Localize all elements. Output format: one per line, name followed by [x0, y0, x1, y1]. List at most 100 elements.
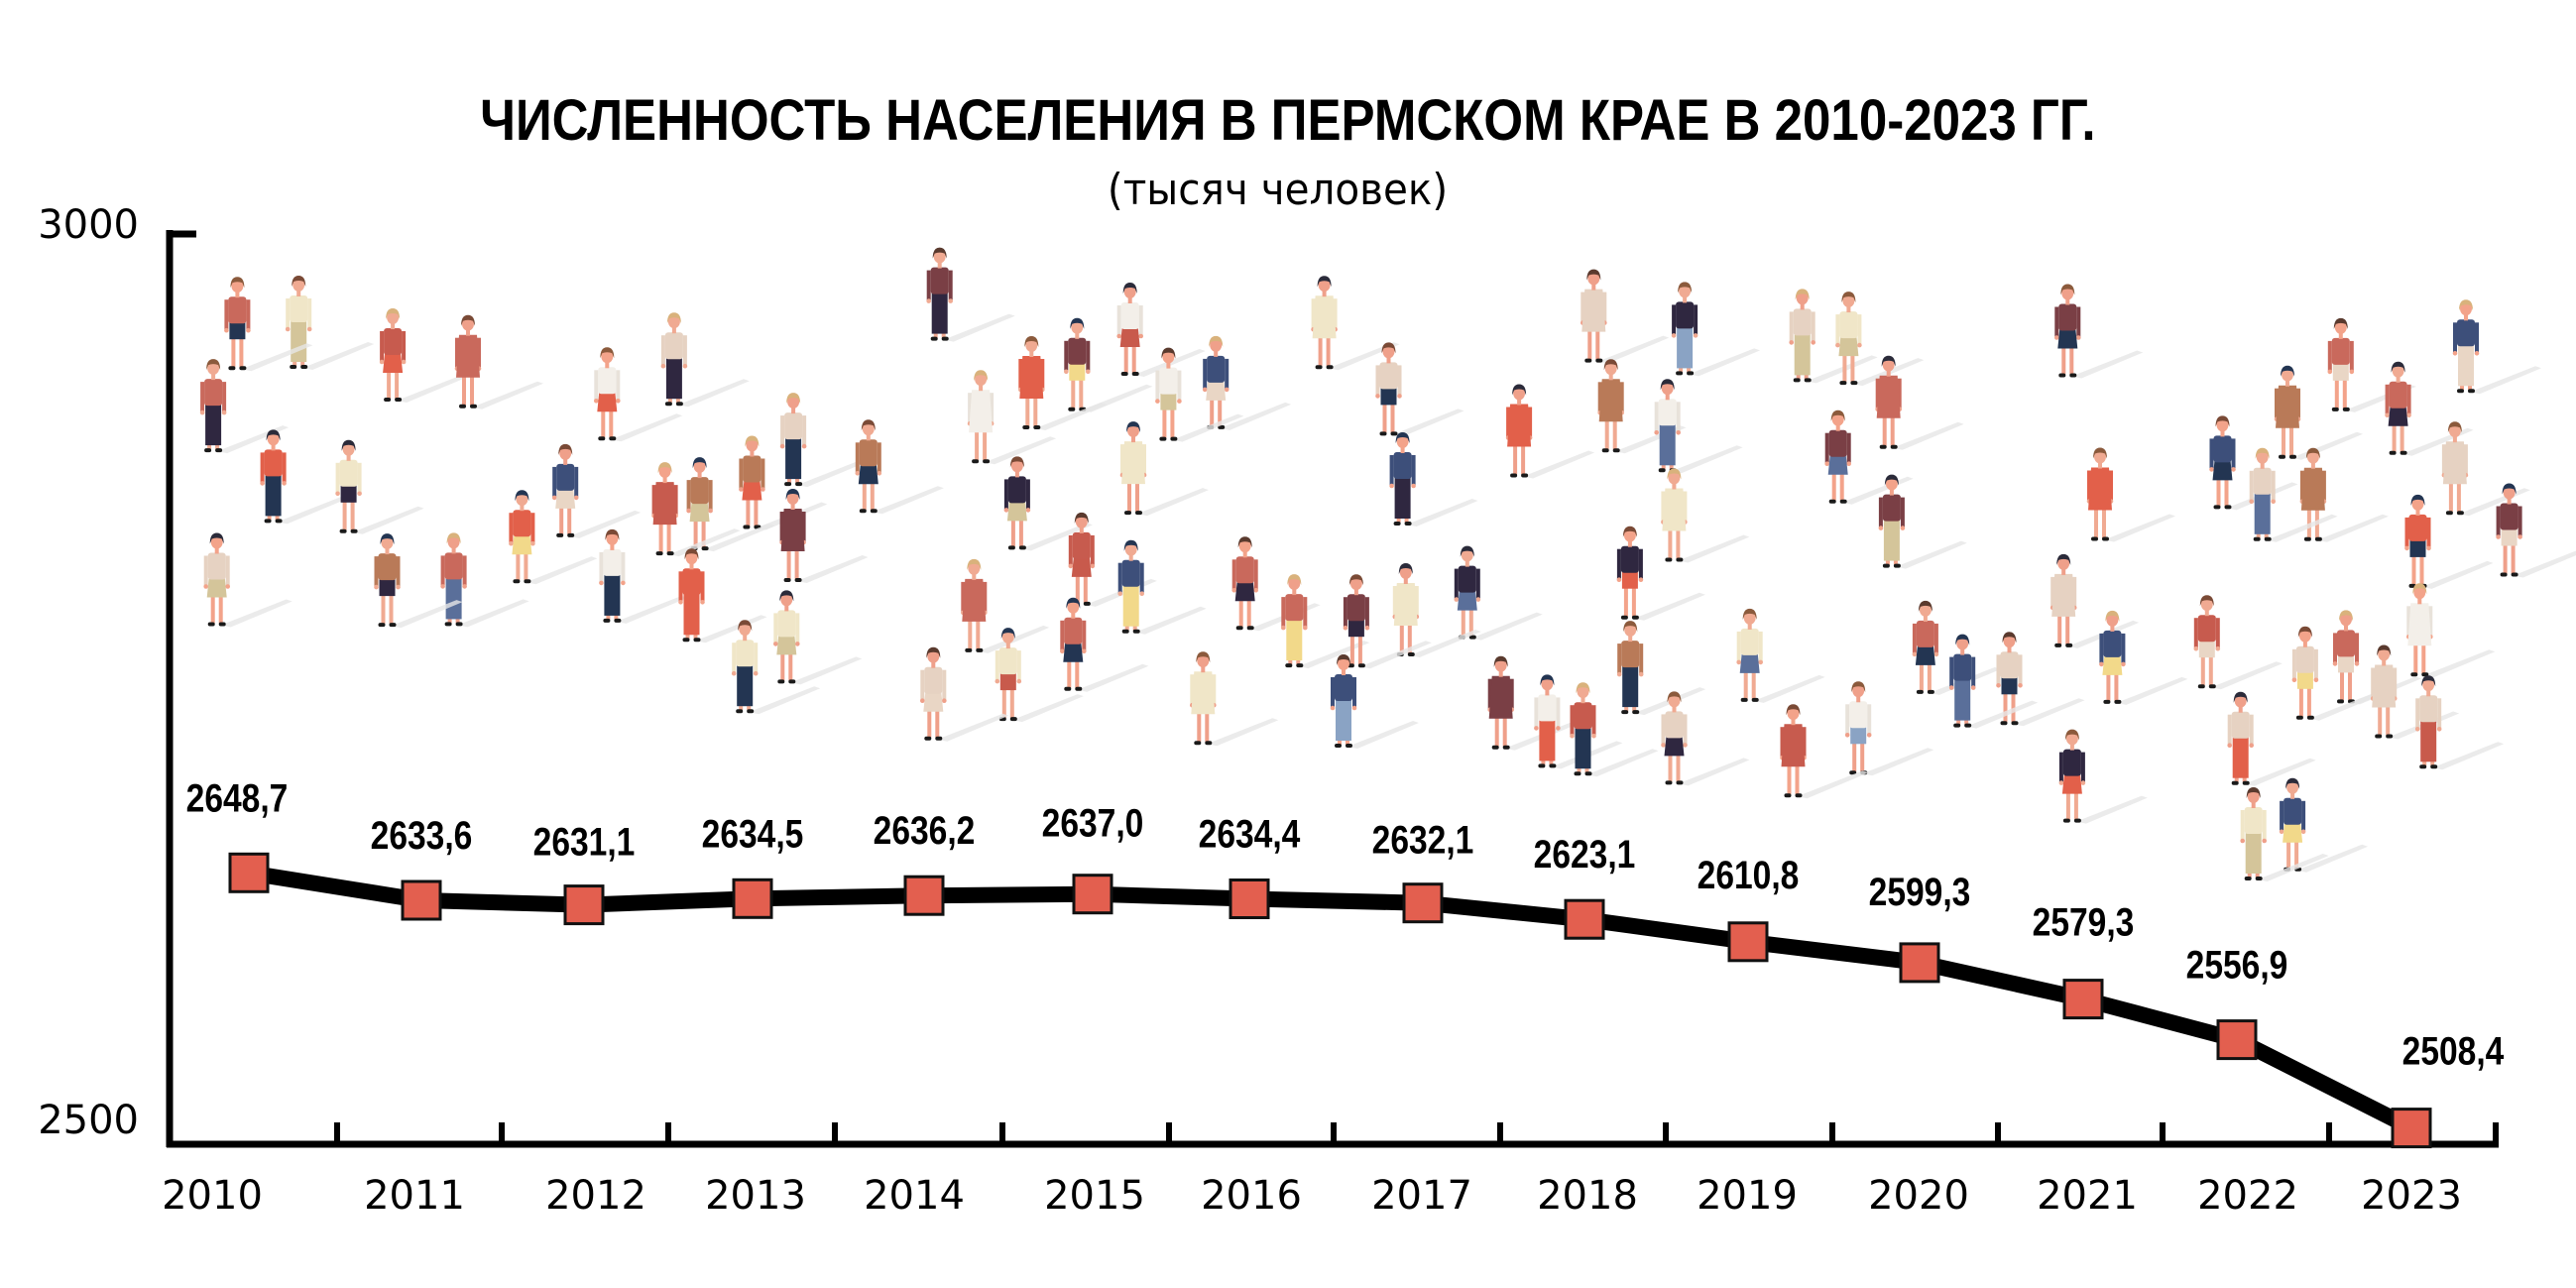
person-arm — [1375, 365, 1380, 396]
chart-title: ЧИСЛЕННОСТЬ НАСЕЛЕНИЯ В ПЕРМСКОМ КРАЕ В … — [0, 87, 2576, 154]
person-neck — [271, 444, 276, 451]
person-figure — [1343, 574, 1432, 669]
person-shadow — [2210, 661, 2283, 690]
data-point-marker — [1229, 878, 1270, 919]
person-head — [2422, 677, 2435, 692]
person-shorts — [1160, 392, 1177, 410]
person-shadow — [2244, 758, 2316, 786]
person-shadow — [241, 343, 313, 372]
person-hair — [1623, 621, 1638, 633]
person-shorts — [2001, 676, 2018, 695]
person-foot — [924, 736, 932, 741]
person-hand — [1068, 563, 1074, 569]
person-torso — [2058, 303, 2077, 331]
person-hand — [1824, 461, 1829, 466]
chart-subtitle-text: (тысяч человек) — [1108, 165, 1449, 215]
person-leg — [2057, 606, 2062, 644]
person-hand — [225, 584, 230, 589]
person-hand — [1900, 526, 1906, 530]
person-foot — [664, 402, 672, 407]
person-hand — [855, 471, 861, 476]
person-hand — [1661, 743, 1666, 748]
person-foot — [2114, 699, 2122, 704]
person-figure — [1671, 282, 1761, 377]
person-arm — [877, 442, 881, 473]
person-hair — [1237, 536, 1252, 548]
person-arm — [1082, 620, 1087, 650]
person-torso — [2103, 630, 2122, 657]
person-neck — [791, 408, 796, 414]
person-torso — [378, 553, 397, 581]
person-foot — [513, 579, 521, 584]
person-leg — [2069, 336, 2074, 375]
person-foot — [378, 623, 386, 628]
person-leg — [794, 541, 799, 579]
person-arm — [926, 270, 931, 300]
person-arm — [1912, 623, 1917, 653]
person-hair — [1126, 421, 1140, 433]
person-skirt — [776, 635, 797, 655]
person-arm — [2415, 698, 2420, 729]
person-trousers — [1286, 619, 1303, 661]
person-hand — [1866, 733, 1872, 738]
person-shorts — [1069, 362, 1086, 381]
person-hand — [1616, 671, 1622, 677]
person-hair — [1074, 512, 1089, 524]
person-hand — [2262, 838, 2267, 844]
person-hair — [341, 439, 356, 451]
person-neck — [1201, 666, 1206, 673]
person-leg — [2286, 830, 2291, 869]
person-hair — [605, 528, 620, 540]
person-figure — [1736, 608, 1825, 703]
person-neck — [1791, 719, 1796, 726]
person-figure — [773, 590, 863, 685]
person-head — [342, 441, 355, 456]
data-label: 2508,4 — [2402, 1029, 2505, 1073]
person-foot — [655, 551, 663, 556]
person-hair — [230, 277, 245, 289]
person-neck — [1923, 615, 1928, 622]
person-arm — [651, 485, 656, 516]
person-figure — [1330, 654, 1419, 749]
person-hair — [2377, 644, 2392, 656]
person-arm — [616, 370, 621, 401]
person-hair — [1000, 628, 1015, 640]
person-leg — [2503, 535, 2508, 574]
person-shadow — [2513, 550, 2576, 578]
person-hair — [1881, 355, 1896, 367]
data-labels: 2648,7 2633,6 2631,1 2634,5 2636,2 2637,0 2634… — [186, 776, 2505, 1074]
person-hair — [785, 489, 800, 500]
person-foot — [2224, 505, 2232, 510]
person-head — [1831, 411, 1844, 426]
person-leg — [1604, 411, 1609, 450]
person-shorts — [1621, 570, 1638, 589]
person-head — [2216, 417, 2229, 432]
person-foot — [1665, 557, 1673, 562]
person-hand — [2385, 412, 2390, 418]
person-foot — [1658, 468, 1666, 473]
person-shadow — [616, 595, 688, 624]
person-dress — [1312, 295, 1337, 339]
person-shadow — [2013, 698, 2085, 727]
person-arm — [1639, 644, 1644, 674]
person-torso — [204, 379, 223, 407]
person-arm — [732, 643, 737, 673]
person-hand — [2404, 545, 2409, 551]
person-leg — [1075, 649, 1080, 688]
person-leg — [2348, 662, 2352, 701]
person-torso — [1120, 302, 1139, 329]
person-leg — [559, 496, 564, 534]
person-hand — [1857, 342, 1862, 348]
person-hand — [682, 363, 688, 369]
person-dress — [962, 578, 987, 622]
person-leg — [1839, 462, 1844, 501]
person-leg — [1067, 649, 1072, 688]
person-arm — [1875, 378, 1880, 409]
person-arm — [700, 571, 705, 602]
person-hair — [1395, 432, 1410, 443]
person-leg — [1246, 589, 1251, 628]
person-foot — [983, 459, 991, 464]
person-leg — [968, 611, 973, 649]
person-leg — [754, 488, 759, 527]
person-foot — [693, 638, 701, 643]
